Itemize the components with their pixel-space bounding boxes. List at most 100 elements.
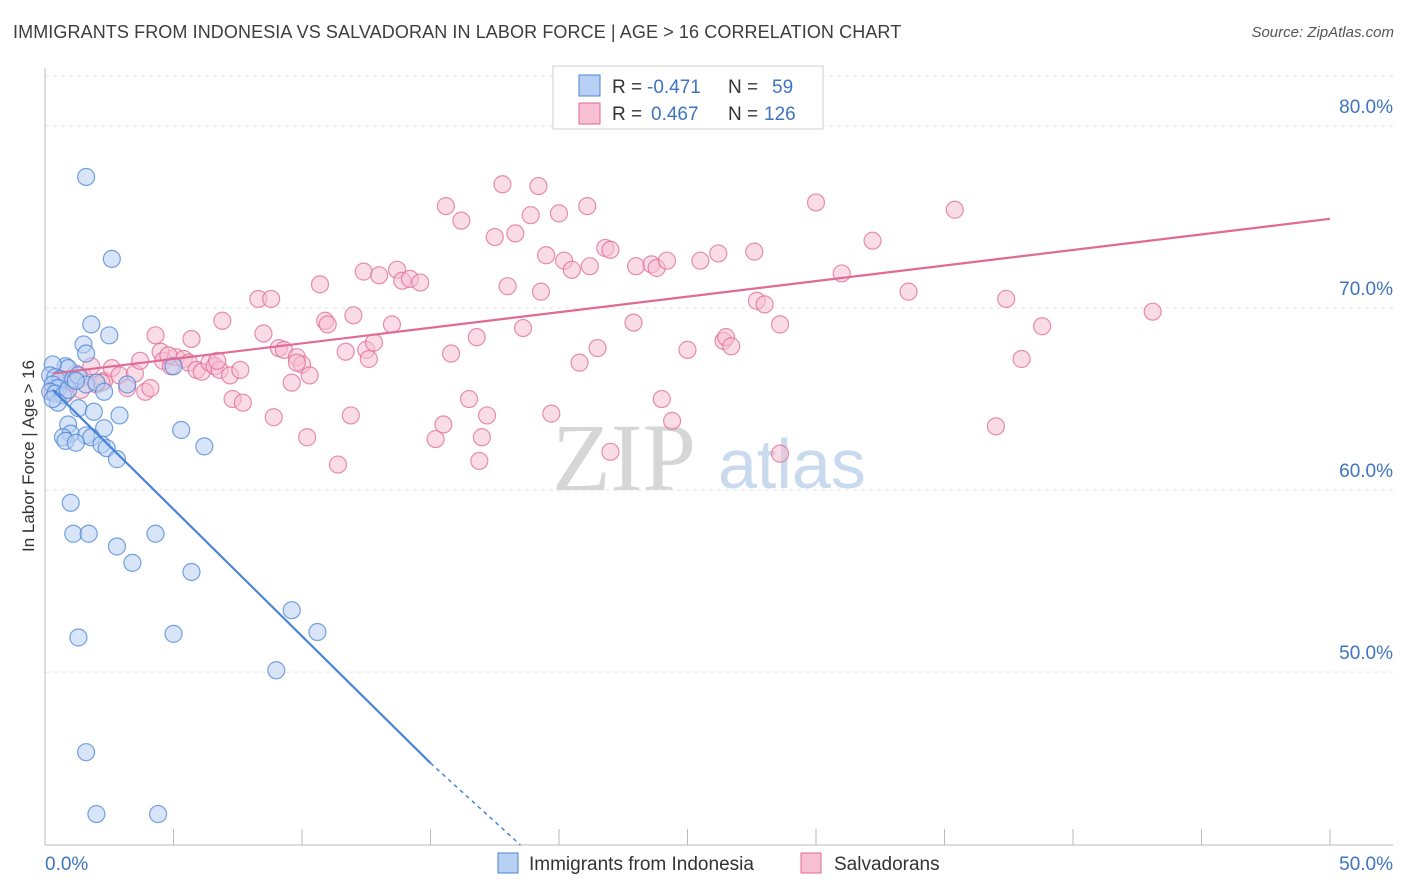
correlation-legend: R = -0.471 N = 59 R = 0.467 N = 126 [552,65,824,130]
y-tick-label: 70.0% [1339,279,1393,300]
salvadoran-point [624,313,643,332]
indonesia-point [95,382,114,401]
salvadoran-point [359,349,378,369]
indonesia-point [164,624,183,643]
indonesia-point [102,249,121,268]
salvadoran-point [426,429,445,449]
salvadoran-point [231,360,250,380]
indonesia-point [123,553,142,572]
salvadoran-point [477,406,497,425]
watermark: ZIP atlas [552,404,866,511]
salvadoran-point [452,211,471,230]
salvadoran-point [691,251,710,270]
indonesia-point [82,315,101,334]
indonesia-point [308,622,327,642]
indonesia-point [107,450,127,469]
indonesia-point [182,562,201,582]
legend-n-label-1: N = [728,77,758,98]
salvadoran-point [493,175,512,194]
indonesia-point [84,402,103,421]
indonesia-point [267,661,286,680]
salvadoran-point [662,411,682,430]
salvadoran-point [233,393,252,412]
indonesia-point [87,804,106,824]
salvadoran-point [601,442,620,461]
salvadoran-point [364,333,384,352]
trend-lines [51,217,1331,846]
salvadoran-point [441,344,461,363]
salvadoran-point [459,389,479,409]
salvadoran-point [745,242,764,261]
salvadoran-point [601,240,620,259]
y-axis-title: In Labor Force | Age > 16 [19,360,38,552]
salvadoran-point [434,415,453,434]
salvadoran-point [578,196,597,216]
salvadoran-point [986,417,1006,436]
watermark-atlas: atlas [718,425,866,503]
indonesia-point [77,743,96,762]
series-legend-label-salvadorans: Salvadorans [834,854,940,875]
salvadoran-point [262,289,281,309]
salvadoran-point [182,329,201,349]
x-axis-ticks [173,829,1331,845]
x-tick-label-min: 0.0% [45,854,88,875]
salvadoran-point [542,404,561,423]
indonesia-point [77,167,96,187]
salvadoran-point [254,324,273,343]
salvadoran-point [264,408,283,427]
salvadoran-point [485,227,504,247]
salvadoran-point [354,262,373,281]
chart-title: IMMIGRANTS FROM INDONESIA VS SALVADORAN … [13,22,902,42]
salvadoran-point [513,318,533,338]
salvadoran-point [506,224,525,243]
legend-r-label-2: R = [612,104,642,125]
salvadoran-point [770,444,790,463]
indonesia-trend-extension [429,762,521,846]
salvadoran-point [146,326,165,345]
salvadoran-point [498,277,517,296]
indonesia-point [107,537,127,556]
indonesia-point [64,524,83,543]
indonesia-point [164,357,183,376]
salvadoran-point [213,311,232,330]
indonesia-point [69,628,88,647]
salvadoran-point [1143,302,1162,321]
salvadoran-point [562,260,581,279]
salvadoran-point [945,200,964,219]
legend-r-value-1: -0.471 [647,77,701,98]
indonesia-point [148,804,168,824]
salvadoran-point [537,246,556,265]
salvadoran-point [411,273,430,292]
salvadoran-point [806,193,826,212]
legend-n-label-2: N = [728,104,758,125]
y-tick-labels: 50.0% 60.0% 70.0% 80.0% [1339,97,1393,664]
y-tick-label: 80.0% [1339,97,1393,118]
salvadoran-point [626,257,646,276]
source-label: Source: ZipAtlas.com [1251,24,1394,41]
salvadoran-point [472,428,491,447]
salvadoran-point [521,206,540,225]
legend-swatch-pink [578,102,601,125]
series-legend: Immigrants from Indonesia Salvadorans [497,852,940,875]
indonesia-point [195,437,214,456]
salvadoran-point [549,204,569,223]
legend-n-value-2: 126 [764,104,796,125]
salvadoran-point [344,306,363,325]
indonesia-point [282,601,301,620]
x-tick-label-max: 50.0% [1339,854,1393,875]
indonesia-points [41,167,327,824]
salvadoran-point [709,244,728,263]
indonesia-point [146,524,165,543]
legend-n-value-1: 59 [772,77,793,98]
salvadoran-point [336,342,355,361]
legend-r-label-1: R = [612,77,642,98]
salvadoran-point [570,353,589,372]
salvadoran-point [208,351,227,370]
salvadoran-point [467,328,486,347]
series-legend-label-indonesia: Immigrants from Indonesia [529,854,754,875]
indonesia-point [172,420,191,440]
salvadoran-point [436,196,456,216]
salvadoran-point [652,389,671,409]
salvadoran-point [282,373,301,392]
